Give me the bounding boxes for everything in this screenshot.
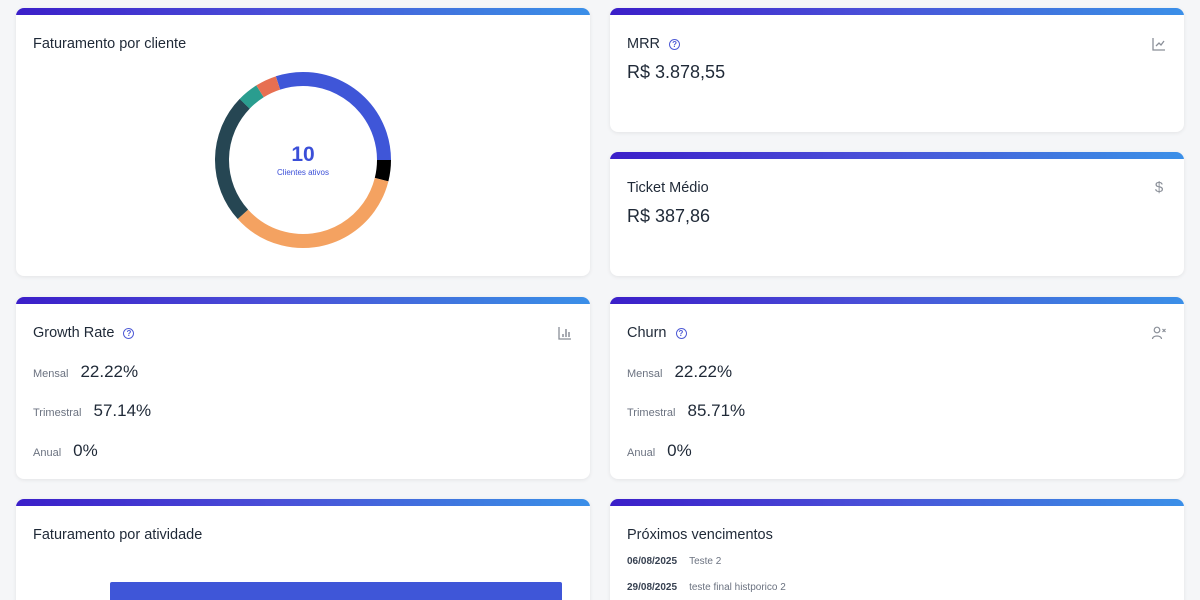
churn-row-anual: Anual 0% — [627, 441, 692, 461]
card-title: Faturamento por cliente — [33, 36, 187, 52]
churn-row-trimestral: Trimestral 85.71% — [627, 401, 745, 421]
metric-label: Trimestral — [627, 407, 676, 419]
card-accent-bar — [610, 297, 1184, 304]
faturamento-cliente-card: Faturamento por cliente 10 Clientes ativ… — [16, 8, 590, 276]
card-title: MRR? — [627, 36, 681, 52]
metric-label: Mensal — [627, 368, 663, 380]
metric-value: 57.14% — [93, 401, 152, 420]
metric-value: 0% — [73, 441, 98, 460]
donut-center: 10 Clientes ativos — [214, 71, 392, 249]
growth-rate-title: Growth Rate — [33, 325, 115, 341]
metric-value: 85.71% — [687, 401, 746, 420]
due-date: 06/08/2025 — [627, 556, 678, 567]
metric-label: Mensal — [33, 368, 69, 380]
mrr-card: MRR? R$ 3.878,55 — [610, 8, 1184, 132]
activity-bar[interactable] — [110, 582, 562, 600]
dollar-icon: $ — [1154, 179, 1164, 196]
bar-chart-icon — [557, 325, 573, 341]
due-item[interactable]: 06/08/2025 Teste 2 — [627, 556, 721, 567]
proximos-vencimentos-card: Próximos vencimentos 06/08/2025 Teste 2 … — [610, 499, 1184, 600]
churn-title: Churn — [627, 325, 667, 341]
metric-label: Anual — [627, 447, 656, 459]
card-accent-bar — [16, 297, 590, 304]
mrr-value: R$ 3.878,55 — [627, 62, 726, 82]
card-accent-bar — [610, 8, 1184, 15]
active-clients-caption: Clientes ativos — [276, 167, 330, 177]
growth-row-mensal: Mensal 22.22% — [33, 362, 138, 382]
due-description: teste final histporico 2 — [689, 582, 786, 593]
growth-row-anual: Anual 0% — [33, 441, 98, 461]
growth-rate-card: Growth Rate? Mensal 22.22% Trimestral 57… — [16, 297, 590, 479]
due-item[interactable]: 29/08/2025 teste final histporico 2 — [627, 582, 786, 593]
churn-row-mensal: Mensal 22.22% — [627, 362, 732, 382]
donut-svg — [215, 71, 392, 248]
card-accent-bar — [610, 499, 1184, 506]
card-accent-bar — [16, 499, 590, 506]
ticket-medio-value: R$ 387,86 — [627, 206, 711, 226]
metric-label: Trimestral — [33, 407, 82, 419]
help-icon[interactable]: ? — [123, 328, 135, 339]
metric-value: 22.22% — [674, 362, 733, 381]
metric-label: Anual — [33, 447, 62, 459]
line-chart-icon — [1151, 36, 1167, 52]
donut-chart[interactable]: 10 Clientes ativos — [214, 71, 392, 249]
faturamento-atividade-title: Faturamento por atividade — [33, 527, 203, 543]
card-title: Growth Rate? — [33, 325, 135, 341]
faturamento-atividade-card: Faturamento por atividade — [16, 499, 590, 600]
metric-value: 0% — [667, 441, 692, 460]
help-icon[interactable]: ? — [675, 328, 687, 339]
card-accent-bar — [16, 8, 590, 15]
active-clients-count: 10 — [291, 142, 315, 166]
help-icon[interactable]: ? — [669, 39, 681, 50]
due-date: 29/08/2025 — [627, 582, 678, 593]
churn-card: Churn? Mensal 22.22% Trimestral 85.71% A… — [610, 297, 1184, 479]
mrr-title: MRR — [627, 36, 661, 52]
proximos-vencimentos-title: Próximos vencimentos — [627, 527, 773, 543]
growth-row-trimestral: Trimestral 57.14% — [33, 401, 151, 421]
metric-value: 22.22% — [80, 362, 139, 381]
card-title: Churn? — [627, 325, 687, 341]
ticket-medio-card: Ticket Médio $ R$ 387,86 — [610, 152, 1184, 276]
due-description: Teste 2 — [689, 556, 722, 567]
card-accent-bar — [610, 152, 1184, 159]
user-remove-icon — [1151, 325, 1167, 341]
ticket-medio-title: Ticket Médio — [627, 180, 709, 196]
